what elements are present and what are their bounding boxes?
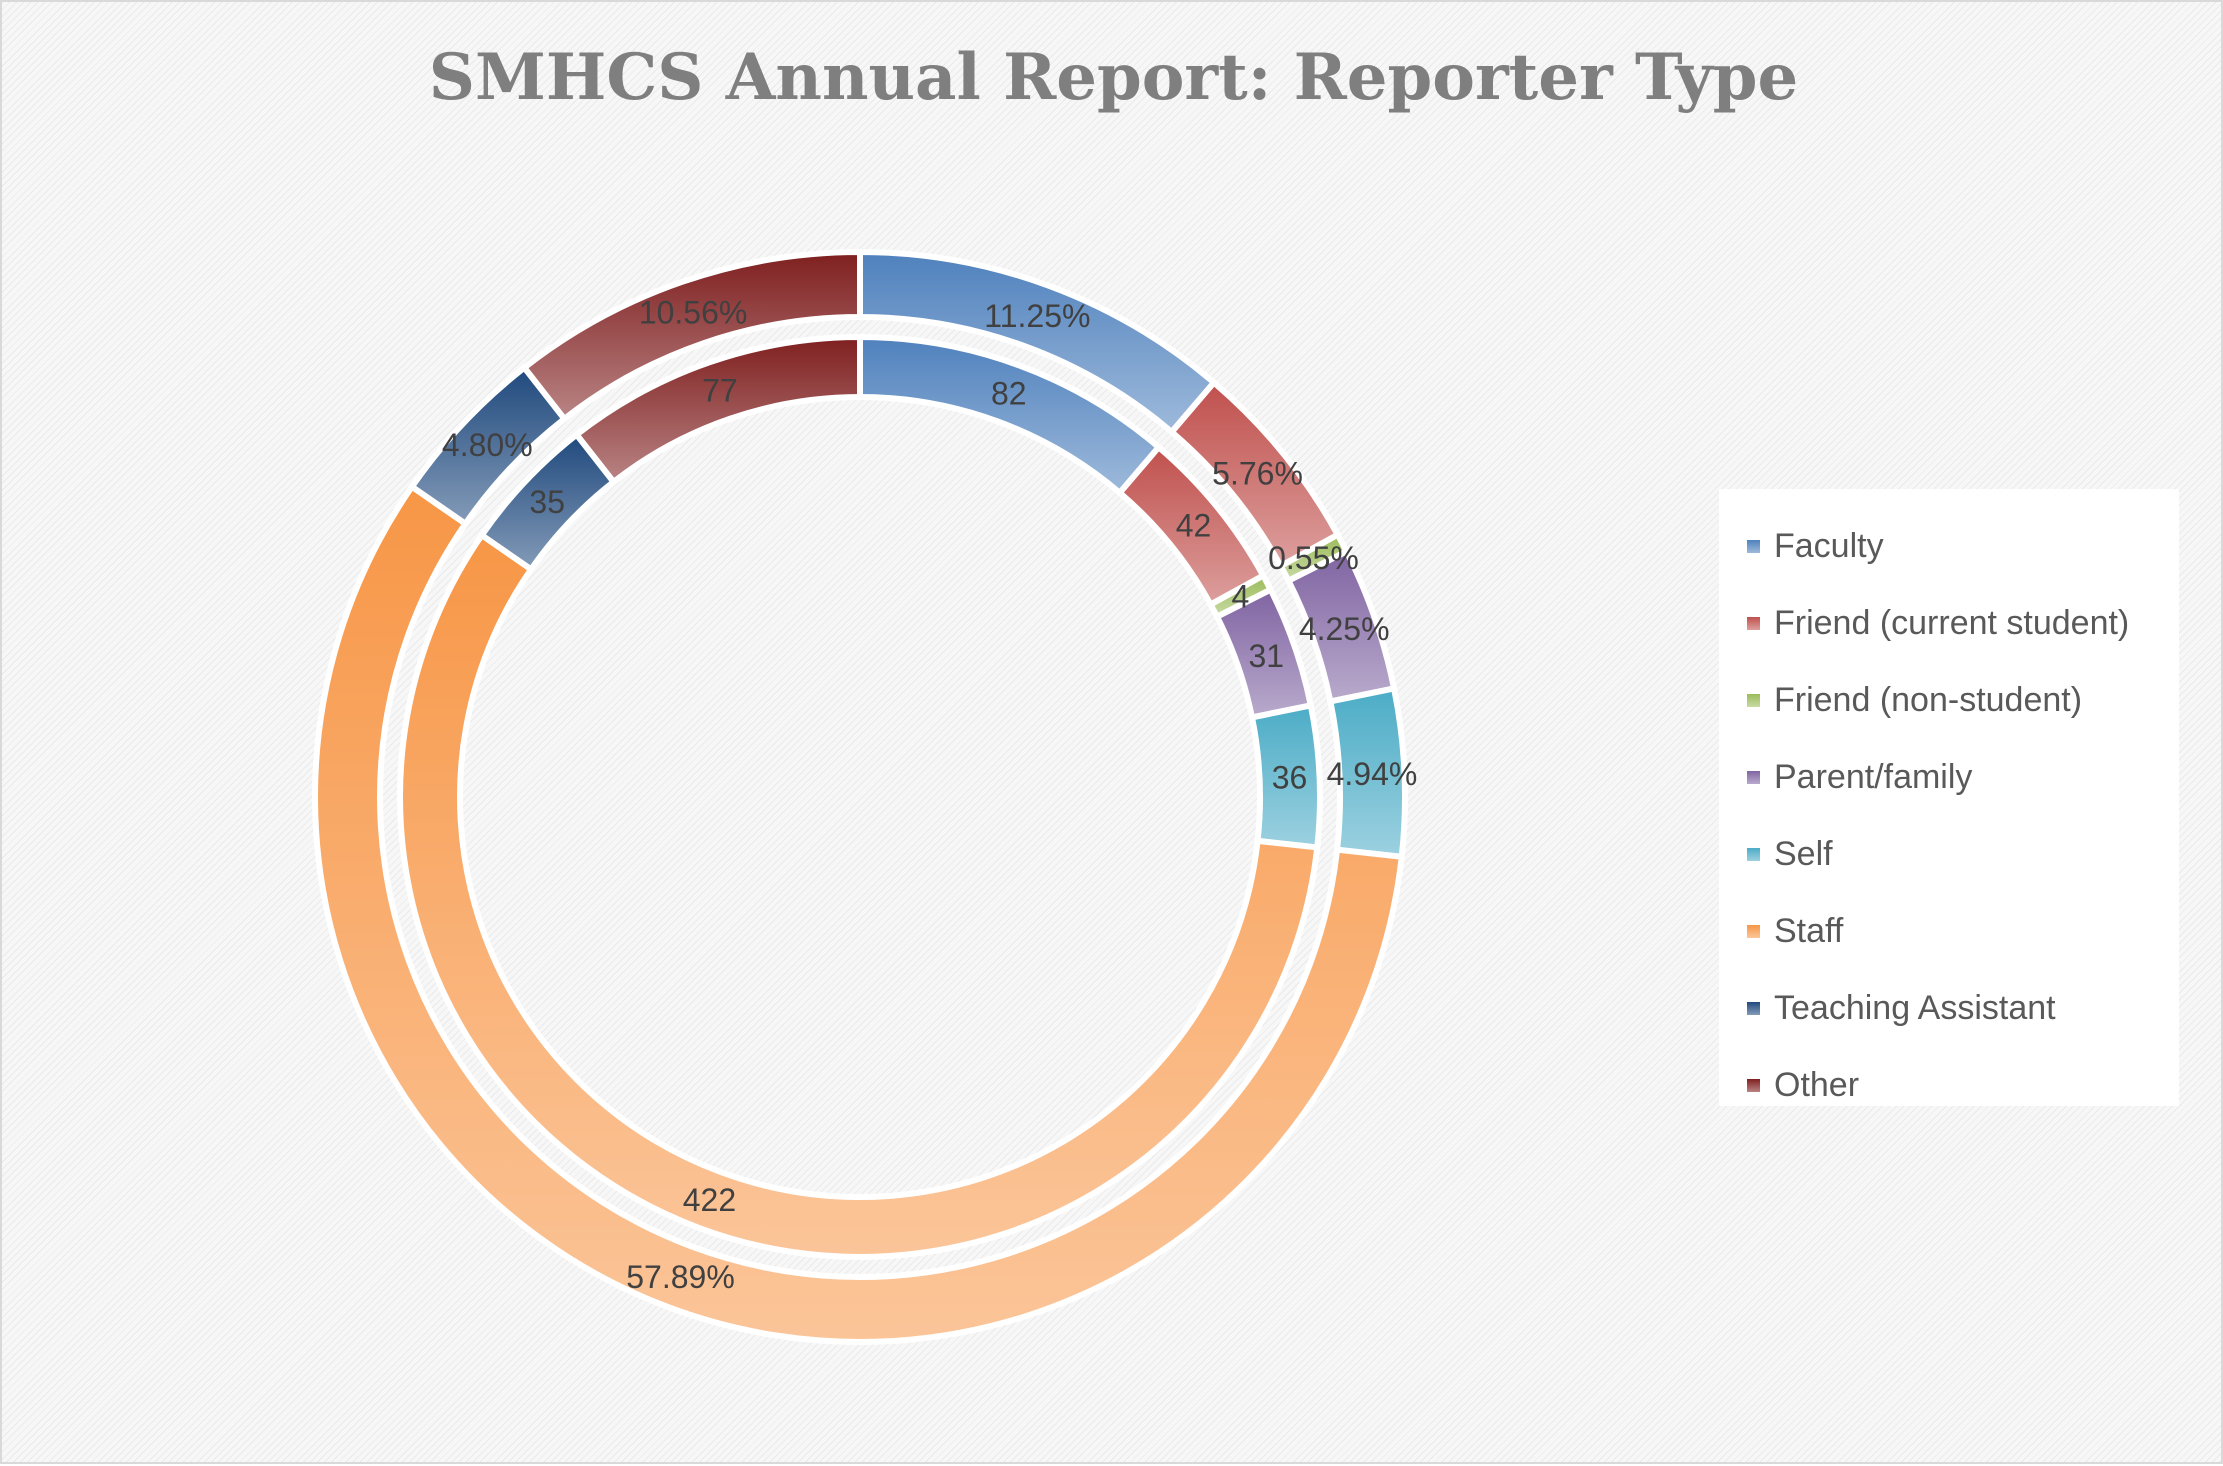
legend-label: Teaching Assistant <box>1774 988 2056 1027</box>
legend-label: Faculty <box>1774 526 1884 565</box>
legend-item-friend-current-student: Friend (current student) <box>1747 603 2129 643</box>
legend: Faculty Friend (current student) Friend (n… <box>1719 489 2179 1106</box>
slice-outer-staff <box>312 483 1405 1345</box>
data-label-inner-friend-non-student: 4 <box>1232 579 1250 615</box>
data-label-inner-parent-family: 31 <box>1248 638 1284 674</box>
slice-outer-other <box>521 249 863 422</box>
legend-label: Parent/family <box>1774 757 1973 796</box>
legend-label: Other <box>1774 1065 1860 1104</box>
data-label-outer-other: 10.56% <box>639 294 748 330</box>
data-label-inner-teaching-assistant: 35 <box>529 484 565 520</box>
data-label-inner-staff: 422 <box>683 1182 736 1218</box>
legend-swatch <box>1747 616 1760 630</box>
legend-swatch <box>1747 1078 1760 1092</box>
data-label-outer-faculty: 11.25% <box>984 298 1090 334</box>
legend-item-staff: Staff <box>1747 911 1843 951</box>
legend-label: Friend (non-student) <box>1774 680 2083 719</box>
legend-label: Self <box>1774 834 1833 873</box>
legend-swatch <box>1747 770 1760 784</box>
legend-swatch <box>1747 1001 1760 1015</box>
legend-swatch <box>1747 847 1760 861</box>
legend-swatch <box>1747 539 1760 553</box>
data-label-inner-self: 36 <box>1272 760 1308 796</box>
legend-swatch <box>1747 924 1760 938</box>
legend-item-parent-family: Parent/family <box>1747 757 1972 797</box>
legend-item-faculty: Faculty <box>1747 526 1884 566</box>
data-label-outer-self: 4.94% <box>1327 756 1418 792</box>
legend-item-self: Self <box>1747 834 1833 874</box>
data-label-outer-friend-current-student: 5.76% <box>1212 456 1303 492</box>
chart-title: SMHCS Annual Report: Reporter Type <box>428 40 1799 115</box>
legend-item-teaching-assistant: Teaching Assistant <box>1747 988 2056 1028</box>
legend-item-friend-non-student: Friend (non-student) <box>1747 680 2082 720</box>
data-label-outer-friend-non-student: 0.55% <box>1268 540 1359 576</box>
legend-item-other: Other <box>1747 1065 1859 1105</box>
data-label-outer-parent-family: 4.25% <box>1299 611 1390 647</box>
legend-swatch <box>1747 693 1760 707</box>
data-label-inner-friend-current-student: 42 <box>1176 508 1212 544</box>
slice-inner-other <box>573 334 863 485</box>
data-label-outer-teaching-assistant: 4.80% <box>442 427 533 463</box>
data-label-inner-faculty: 82 <box>991 376 1027 412</box>
legend-label: Staff <box>1774 911 1844 950</box>
legend-label: Friend (current student) <box>1774 603 2130 642</box>
data-label-outer-staff: 57.89% <box>626 1259 735 1295</box>
slice-inner-staff <box>397 532 1321 1260</box>
data-label-inner-other: 77 <box>702 372 738 408</box>
